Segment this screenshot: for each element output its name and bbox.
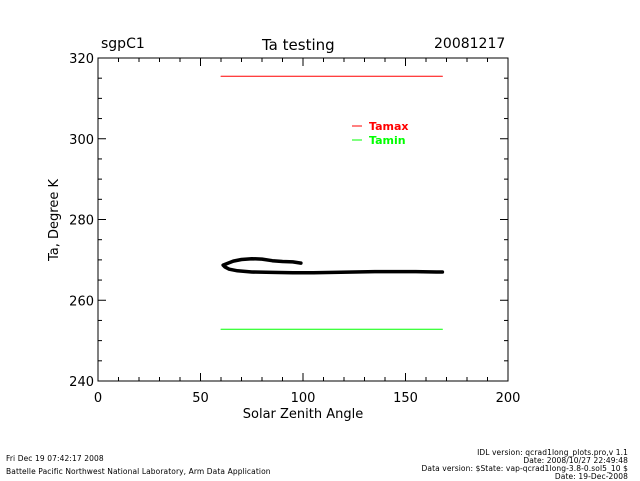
legend-label-tamin: Tamin bbox=[369, 134, 406, 147]
y-tick-label: 260 bbox=[69, 294, 94, 309]
x-tick-label: 150 bbox=[393, 391, 418, 406]
idl-version: IDL version: qcrad1long_plots.pro,v 1.1 bbox=[477, 448, 628, 457]
x-tick-label: 200 bbox=[496, 391, 521, 406]
data-version: Data version: $State: vap-qcrad1long-3.8… bbox=[421, 464, 628, 473]
y-axis-label: Ta, Degree K bbox=[47, 179, 62, 262]
chart-title: Ta testing bbox=[262, 36, 335, 54]
y-tick-label: 240 bbox=[69, 375, 94, 390]
code-date: Date: 2008/10/27 22:49:48 bbox=[523, 456, 628, 465]
y-tick-label: 320 bbox=[69, 52, 94, 67]
data-date: Date: 19-Dec-2008 bbox=[554, 472, 628, 481]
institution: Battelle Pacific Northwest National Labo… bbox=[6, 467, 271, 476]
y-tick-label: 300 bbox=[69, 133, 94, 148]
ta-series-line bbox=[221, 256, 445, 275]
x-axis-label: Solar Zenith Angle bbox=[243, 407, 363, 422]
y-tick-label: 280 bbox=[69, 214, 94, 229]
site-label: sgpC1 bbox=[101, 36, 145, 52]
x-tick-label: 0 bbox=[94, 391, 102, 406]
run-time: Fri Dec 19 07:42:17 2008 bbox=[6, 454, 104, 463]
x-tick-label: 100 bbox=[291, 391, 316, 406]
plot-frame bbox=[97, 57, 509, 382]
axis-ticks: 0 50 100 150 200 240 260 280 300 320 bbox=[69, 52, 520, 406]
series-layer bbox=[220, 75, 445, 330]
x-tick-label: 50 bbox=[192, 391, 209, 406]
date-label: 20081217 bbox=[434, 36, 506, 52]
legend-label-tamax: Tamax bbox=[369, 120, 409, 133]
